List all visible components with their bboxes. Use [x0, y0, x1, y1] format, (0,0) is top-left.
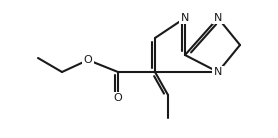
Text: N: N	[214, 13, 222, 23]
Text: N: N	[214, 67, 222, 77]
Text: O: O	[114, 93, 122, 103]
Text: N: N	[181, 13, 189, 23]
Text: O: O	[84, 55, 92, 65]
